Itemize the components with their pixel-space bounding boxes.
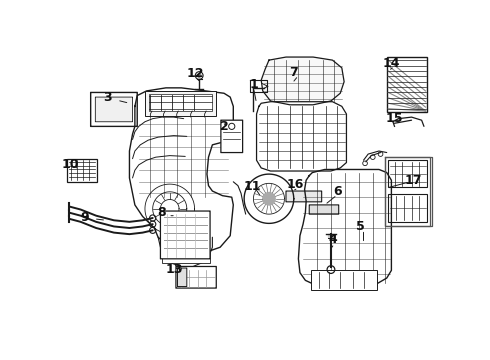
Text: 6: 6 — [333, 185, 342, 198]
Text: 7: 7 — [290, 66, 298, 79]
Text: 3: 3 — [103, 91, 112, 104]
FancyBboxPatch shape — [286, 191, 321, 202]
Text: 12: 12 — [187, 67, 204, 81]
Bar — [387, 57, 427, 112]
Polygon shape — [129, 88, 233, 253]
Circle shape — [197, 73, 201, 77]
Text: 1: 1 — [249, 78, 258, 91]
Text: 15: 15 — [386, 112, 403, 125]
Text: 17: 17 — [404, 174, 422, 187]
Bar — [162, 249, 210, 264]
Bar — [388, 160, 427, 187]
FancyBboxPatch shape — [176, 266, 216, 288]
Bar — [311, 270, 377, 289]
Text: 8: 8 — [158, 206, 166, 219]
Polygon shape — [261, 57, 344, 105]
Text: 4: 4 — [328, 233, 337, 246]
Text: 9: 9 — [80, 211, 89, 224]
Text: 13: 13 — [166, 263, 183, 276]
Polygon shape — [328, 234, 334, 237]
Text: 5: 5 — [356, 220, 365, 233]
FancyBboxPatch shape — [177, 268, 187, 287]
FancyBboxPatch shape — [91, 93, 137, 126]
FancyBboxPatch shape — [160, 211, 210, 259]
Bar — [388, 194, 427, 222]
Bar — [145, 91, 216, 116]
Polygon shape — [257, 102, 346, 171]
Bar — [149, 94, 212, 111]
Text: 10: 10 — [62, 158, 79, 171]
Polygon shape — [263, 193, 275, 205]
Text: 11: 11 — [243, 180, 261, 193]
Bar — [68, 159, 97, 182]
FancyBboxPatch shape — [309, 205, 339, 214]
FancyBboxPatch shape — [221, 120, 243, 153]
Text: 16: 16 — [287, 178, 304, 192]
Polygon shape — [298, 170, 392, 286]
Bar — [385, 157, 430, 226]
Text: 14: 14 — [383, 57, 400, 70]
FancyBboxPatch shape — [96, 97, 133, 122]
Text: 2: 2 — [220, 120, 228, 133]
